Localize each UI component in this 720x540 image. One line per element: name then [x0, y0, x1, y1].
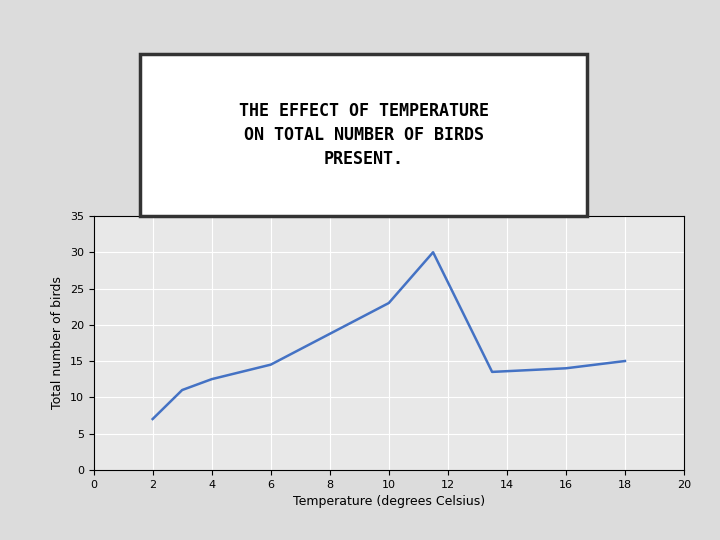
X-axis label: Temperature (degrees Celsius): Temperature (degrees Celsius) — [293, 495, 485, 508]
FancyBboxPatch shape — [140, 54, 587, 216]
Y-axis label: Total number of birds: Total number of birds — [51, 276, 64, 409]
Text: THE EFFECT OF TEMPERATURE
ON TOTAL NUMBER OF BIRDS
PRESENT.: THE EFFECT OF TEMPERATURE ON TOTAL NUMBE… — [238, 103, 489, 167]
